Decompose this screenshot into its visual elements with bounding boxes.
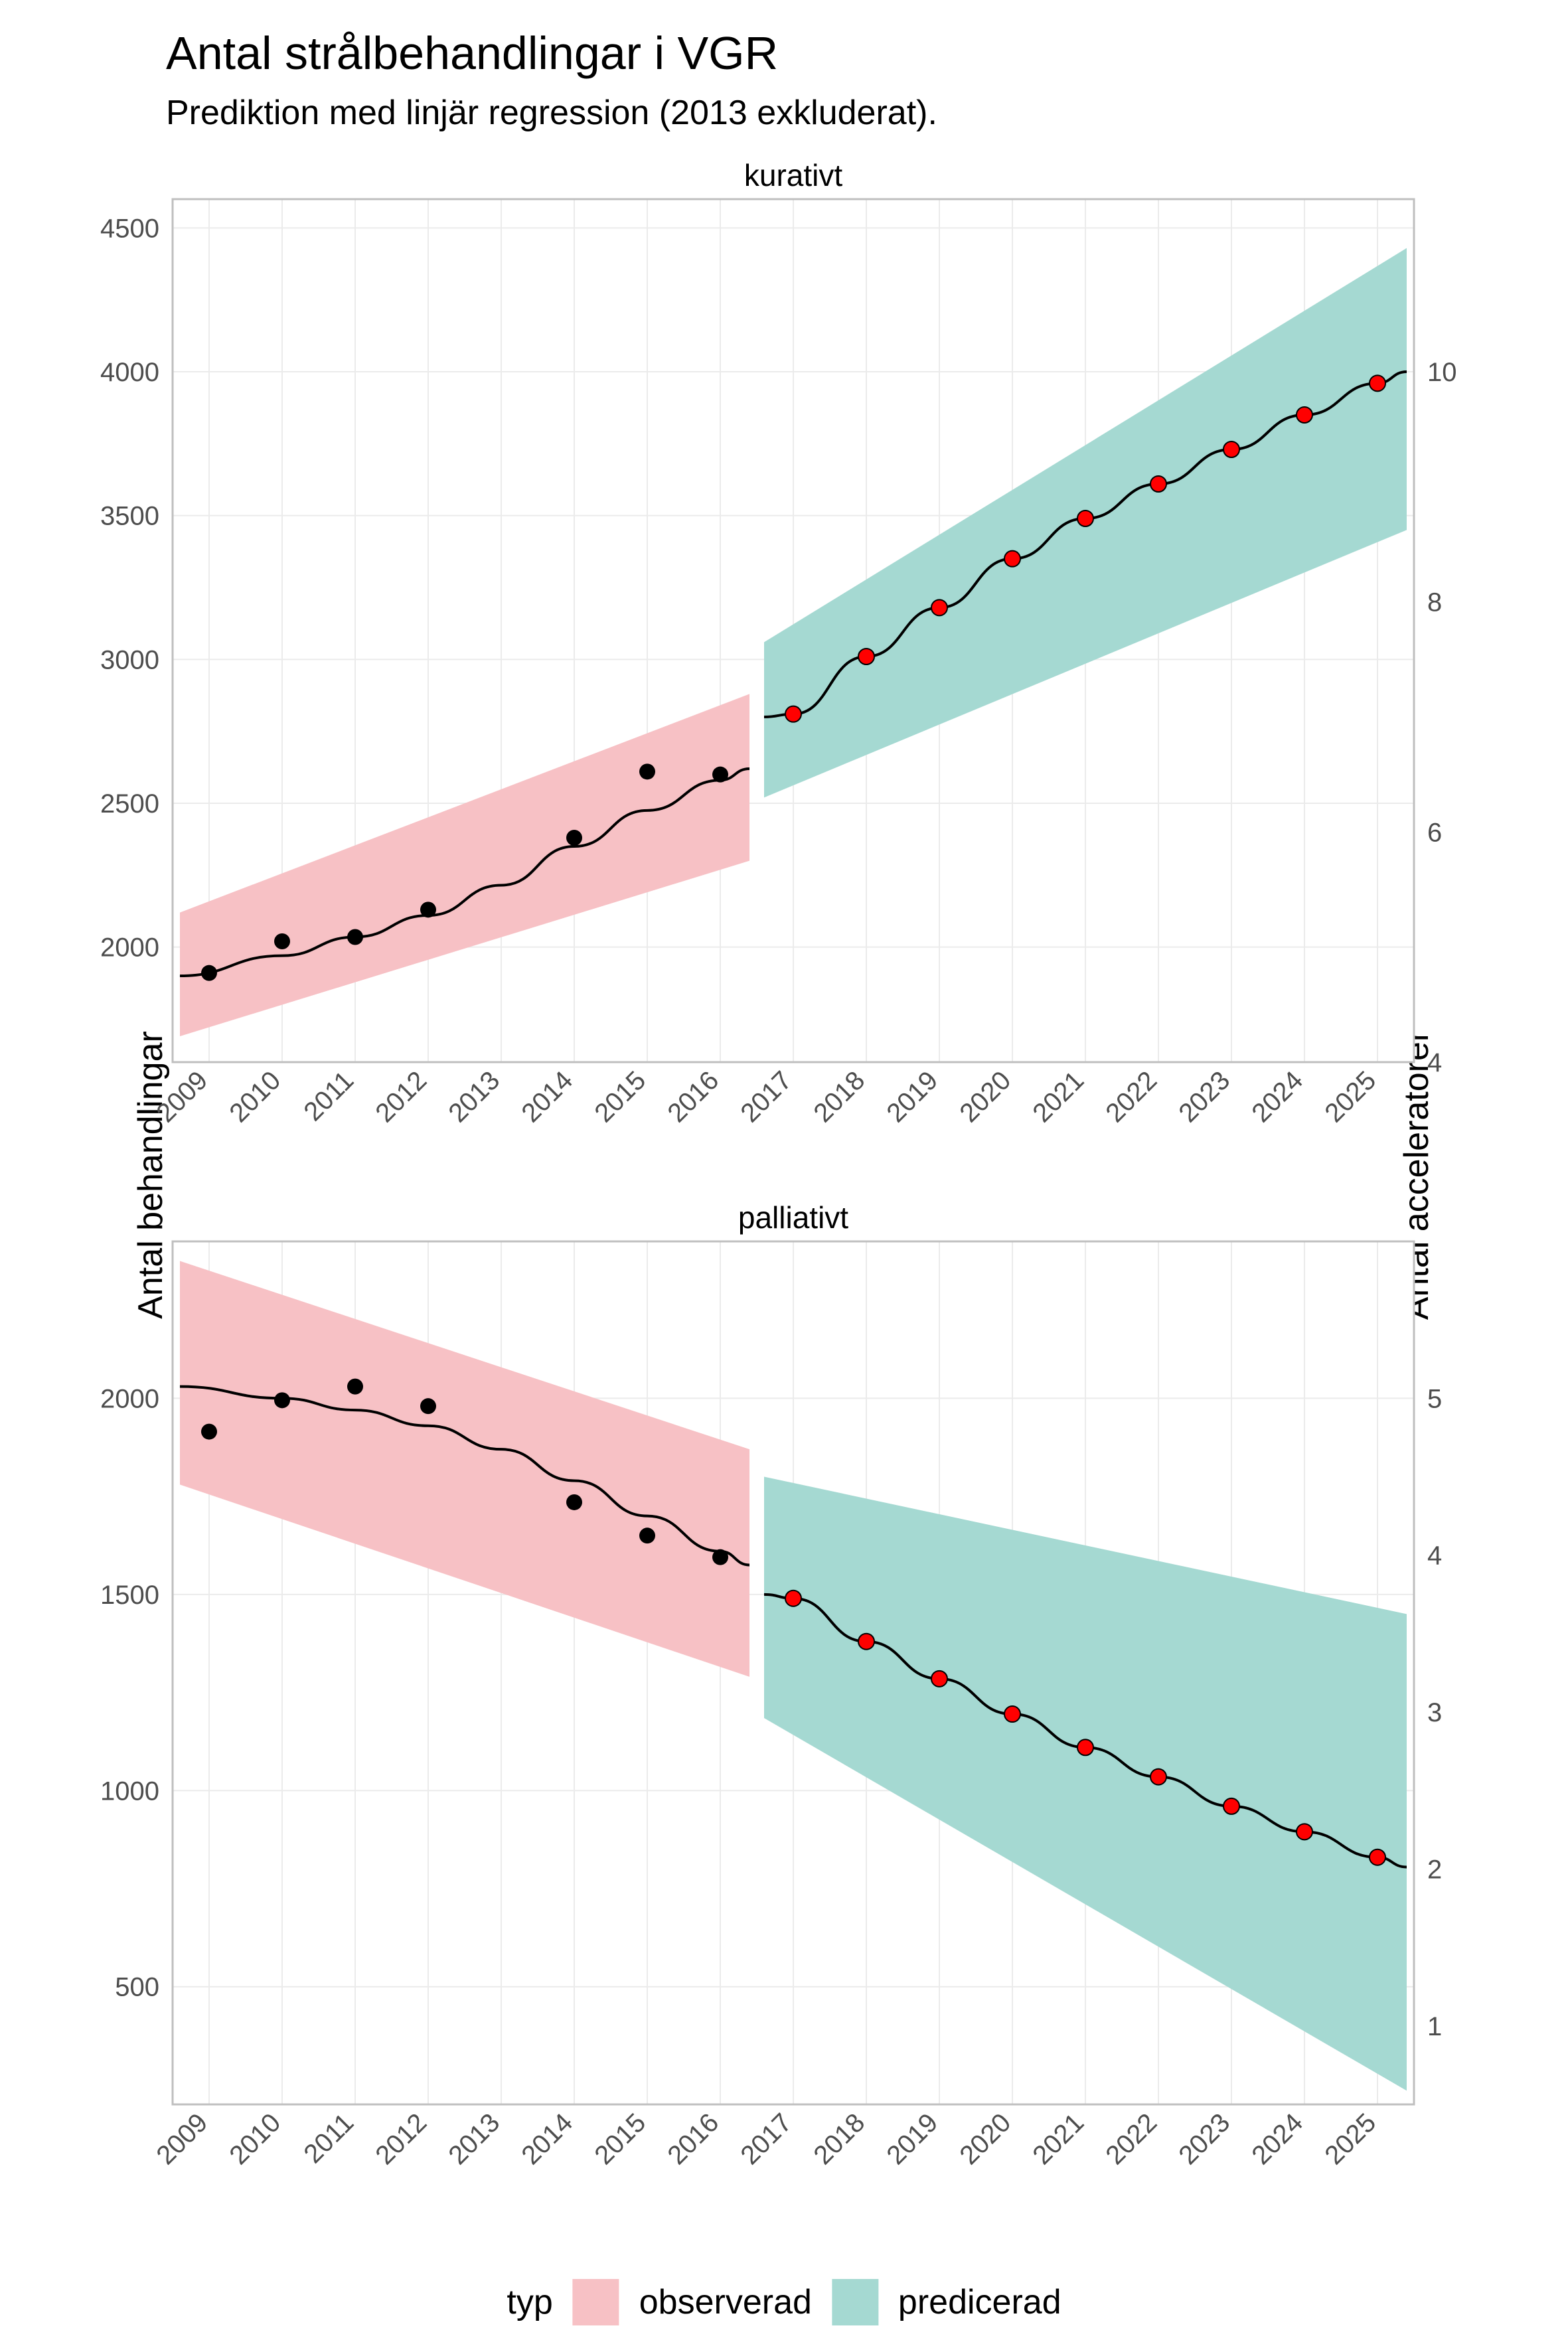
point-obs [201, 1424, 217, 1440]
point-pred [785, 1591, 801, 1607]
point-pred [1150, 1769, 1166, 1785]
x-tick: 2010 [224, 2108, 286, 2170]
x-tick: 2024 [1246, 1065, 1308, 1128]
legend: typ observerad predicerad [507, 2279, 1061, 2325]
point-pred [1223, 441, 1239, 457]
y-right-tick: 3 [1427, 1698, 1442, 1727]
x-tick: 2024 [1246, 2108, 1308, 2170]
point-obs [420, 902, 436, 917]
x-tick: 2009 [151, 2108, 213, 2170]
point-pred [858, 1634, 874, 1650]
point-obs [566, 1494, 582, 1510]
y-right-tick: 8 [1427, 588, 1442, 617]
x-tick: 2010 [224, 1065, 286, 1128]
y-left-tick: 4500 [100, 214, 159, 243]
x-tick: 2009 [151, 1065, 213, 1128]
panel-title: palliativt [738, 1200, 848, 1235]
x-tick: 2025 [1319, 1065, 1381, 1128]
point-pred [858, 649, 874, 665]
y-right-tick: 4 [1427, 1048, 1442, 1077]
x-tick: 2011 [298, 1065, 359, 1127]
chart-page: Antal strålbehandlingar i VGR Prediktion… [0, 0, 1568, 2352]
panel-title: kurativt [744, 158, 842, 193]
y-right-tick: 4 [1427, 1541, 1442, 1571]
legend-swatch-predicerad [832, 2279, 878, 2325]
point-pred [931, 599, 947, 615]
x-tick: 2015 [589, 1065, 651, 1128]
y-left-tick: 2000 [100, 1384, 159, 1413]
x-tick: 2020 [954, 2108, 1016, 2170]
x-tick: 2012 [370, 1065, 432, 1128]
point-obs [347, 929, 363, 945]
x-tick: 2012 [370, 2108, 432, 2170]
y-right-tick: 2 [1427, 1855, 1442, 1884]
point-obs [274, 1392, 290, 1408]
x-tick: 2011 [298, 2108, 359, 2169]
point-obs [639, 1528, 655, 1543]
legend-swatch-observerad [573, 2279, 619, 2325]
point-obs [274, 933, 290, 949]
point-pred [1370, 1849, 1385, 1865]
x-tick: 2022 [1100, 2108, 1162, 2170]
x-tick: 2016 [662, 2108, 724, 2170]
plot-canvas: kurativt20002500300035004000450046810200… [0, 0, 1568, 2352]
legend-label-observerad: observerad [639, 2282, 812, 2322]
y-left-tick: 500 [115, 1973, 159, 2002]
y-right-tick: 5 [1427, 1384, 1442, 1413]
y-right-tick: 1 [1427, 2012, 1442, 2041]
point-pred [1150, 476, 1166, 492]
x-tick: 2019 [881, 2108, 943, 2170]
point-pred [1370, 375, 1385, 391]
point-pred [785, 706, 801, 722]
point-pred [1223, 1798, 1239, 1814]
point-pred [1077, 1739, 1093, 1755]
x-tick: 2020 [954, 1065, 1016, 1128]
x-tick: 2014 [516, 1065, 578, 1128]
point-obs [566, 830, 582, 846]
y-left-tick: 1000 [100, 1776, 159, 1806]
point-obs [201, 965, 217, 981]
x-tick: 2022 [1100, 1065, 1162, 1128]
point-obs [712, 767, 728, 783]
x-tick: 2025 [1319, 2108, 1381, 2170]
y-right-tick: 10 [1427, 358, 1457, 387]
point-obs [420, 1398, 436, 1414]
x-tick: 2021 [1027, 2108, 1089, 2170]
point-pred [1296, 1824, 1312, 1840]
y-left-tick: 4000 [100, 358, 159, 387]
x-tick: 2017 [735, 1065, 797, 1128]
y-left-tick: 3000 [100, 645, 159, 674]
legend-label-predicerad: predicerad [898, 2282, 1061, 2322]
x-tick: 2023 [1173, 1065, 1235, 1128]
x-tick: 2018 [808, 2108, 870, 2170]
x-tick: 2015 [589, 2108, 651, 2170]
point-pred [1077, 510, 1093, 526]
point-obs [347, 1379, 363, 1395]
point-pred [931, 1671, 947, 1687]
point-pred [1004, 1706, 1020, 1722]
x-tick: 2016 [662, 1065, 724, 1128]
y-right-tick: 6 [1427, 818, 1442, 847]
y-left-tick: 1500 [100, 1581, 159, 1610]
point-pred [1004, 551, 1020, 567]
y-left-tick: 3500 [100, 502, 159, 531]
y-left-tick: 2500 [100, 789, 159, 819]
y-left-tick: 2000 [100, 933, 159, 963]
x-tick: 2023 [1173, 2108, 1235, 2170]
x-tick: 2019 [881, 1065, 943, 1128]
x-tick: 2014 [516, 2108, 578, 2170]
point-pred [1296, 407, 1312, 423]
point-obs [712, 1549, 728, 1565]
x-tick: 2013 [443, 1065, 505, 1128]
x-tick: 2018 [808, 1065, 870, 1128]
point-obs [639, 763, 655, 779]
x-tick: 2013 [443, 2108, 505, 2170]
legend-title: typ [507, 2282, 552, 2322]
x-tick: 2017 [735, 2108, 797, 2170]
x-tick: 2021 [1027, 1065, 1089, 1128]
